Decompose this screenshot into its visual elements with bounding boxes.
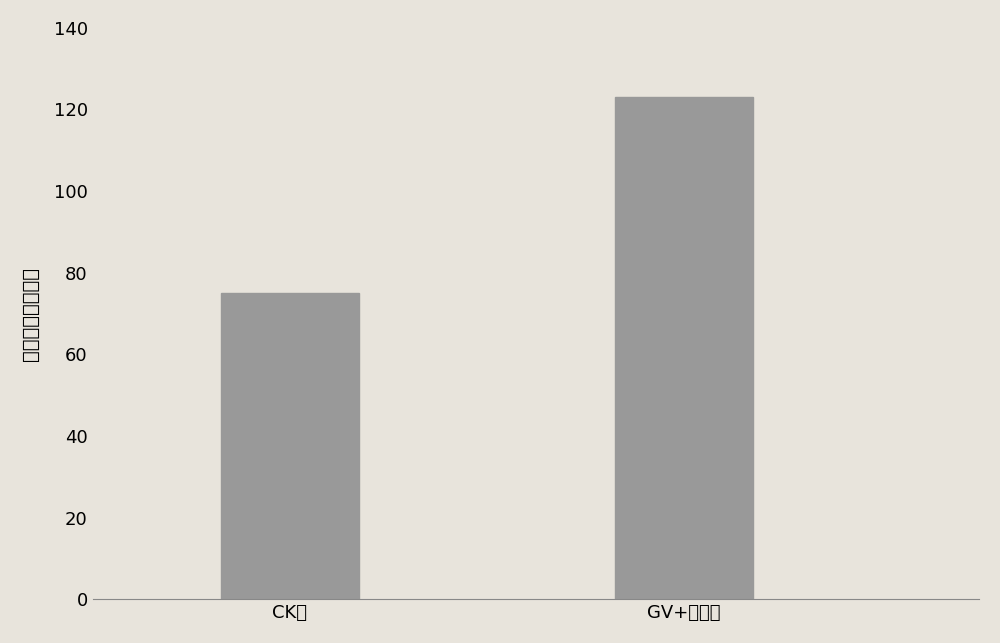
Bar [615,97,753,599]
Y-axis label: 平均单株根部重量: 平均单株根部重量 [21,267,40,361]
Bar [221,293,359,599]
